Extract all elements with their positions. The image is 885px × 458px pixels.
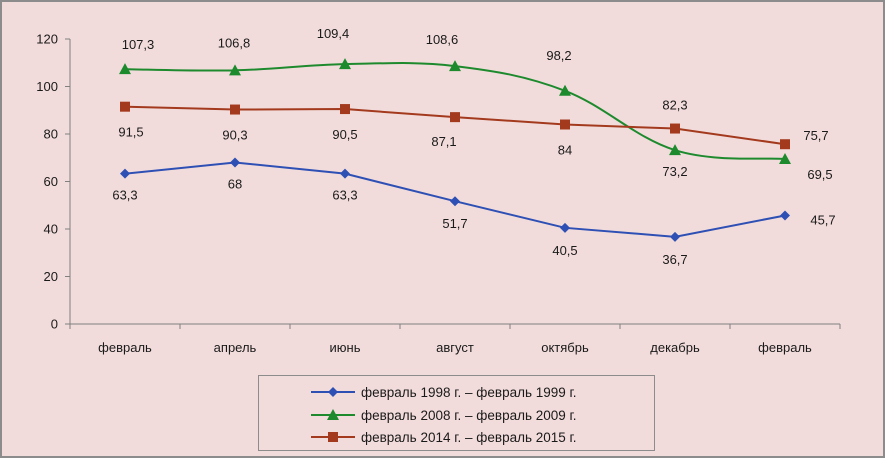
series-2-data-label: 108,6: [426, 32, 459, 47]
legend-key-marker: [327, 408, 339, 420]
series-1-data-label: 68: [228, 177, 242, 192]
series-1-point: [450, 196, 460, 207]
series-1-data-label: 63,3: [332, 188, 357, 203]
y-tick-label: 60: [44, 174, 58, 189]
chart-legend: февраль 1998 г. – февраль 1999 г. февраль…: [258, 375, 655, 451]
series-3-data-label: 90,3: [222, 128, 247, 143]
series-3-data-label: 87,1: [431, 134, 456, 149]
legend-item-3: февраль 2014 г. – февраль 2015 г.: [259, 427, 654, 449]
x-tick-label: апрель: [214, 340, 257, 355]
series-3-point: [450, 112, 460, 123]
series-3-data-label: 82,3: [662, 98, 687, 113]
y-tick-label: 80: [44, 127, 58, 142]
y-tick-label: 100: [36, 79, 58, 94]
series-2-group: [119, 58, 791, 164]
y-tick-label: 0: [51, 317, 58, 332]
series-1-data-label: 63,3: [112, 188, 137, 203]
series-2-point: [449, 60, 461, 72]
series-3-group: [120, 101, 790, 150]
legend-item-1: февраль 1998 г. – февраль 1999 г.: [259, 382, 654, 404]
y-tick-label: 20: [44, 269, 58, 284]
legend-key-marker: [328, 432, 338, 442]
series-3-point: [230, 104, 240, 115]
legend-key-3: [311, 432, 355, 442]
x-tick-label: февраль: [758, 340, 812, 355]
series-layer: [119, 58, 791, 242]
series-2-point: [229, 64, 241, 76]
series-2-data-label: 107,3: [122, 37, 155, 52]
legend-key-marker: [328, 387, 338, 397]
series-2-point: [119, 63, 131, 75]
x-tick-label: декабрь: [650, 340, 700, 355]
series-3-data-label: 90,5: [332, 127, 357, 142]
series-2-point: [779, 152, 791, 164]
legend-label: февраль 2014 г. – февраль 2015 г.: [361, 430, 577, 445]
y-tick-label: 120: [36, 32, 58, 47]
legend-key-2: [311, 408, 355, 420]
y-tick-label: 40: [44, 222, 58, 237]
data-labels-layer: 63,3 68 63,3 51,7 40,5 36,7 45,7 107,3 106,8 109,…: [112, 26, 835, 267]
x-tick-label: август: [436, 340, 474, 355]
series-1-data-label: 40,5: [552, 243, 577, 258]
series-1-data-label: 45,7: [810, 212, 835, 227]
x-tick-label: июнь: [330, 340, 361, 355]
series-1-point: [120, 168, 130, 179]
series-1-point: [670, 231, 680, 242]
series-2-point: [669, 144, 681, 156]
series-1-point: [340, 168, 350, 179]
series-3-point: [560, 119, 570, 130]
series-2-data-label: 73,2: [662, 164, 687, 179]
legend-label: февраль 1998 г. – февраль 1999 г.: [361, 385, 577, 400]
legend-label: февраль 2008 г. – февраль 2009 г.: [361, 407, 577, 423]
series-2-point: [559, 84, 571, 96]
series-1-point: [780, 210, 790, 221]
series-3-data-label: 84: [558, 143, 572, 158]
series-2-data-label: 106,8: [218, 35, 251, 50]
x-tick-label: октябрь: [541, 340, 589, 355]
series-2-point: [339, 58, 351, 70]
series-3-point: [340, 104, 350, 115]
series-3-point: [780, 139, 790, 150]
legend-key-1: [311, 387, 355, 397]
series-1-data-label: 51,7: [442, 216, 467, 231]
series-1-data-label: 36,7: [662, 252, 687, 267]
series-3-data-label: 75,7: [803, 128, 828, 143]
series-2-data-label: 109,4: [317, 26, 350, 41]
series-1-point: [560, 222, 570, 233]
series-2-data-label: 98,2: [546, 48, 571, 63]
chart-axes: 0 20 40 60 80 100 120 февраль апрель июнь август ок…: [36, 32, 841, 355]
series-1-group: [120, 157, 790, 242]
legend-item-2: февраль 2008 г. – февраль 2009 г.: [259, 405, 654, 427]
series-3-point: [670, 123, 680, 134]
series-3-point: [120, 101, 130, 112]
x-tick-label: февраль: [98, 340, 152, 355]
series-2-data-label: 69,5: [807, 167, 832, 182]
series-3-data-label: 91,5: [118, 125, 143, 140]
series-1-point: [230, 157, 240, 168]
